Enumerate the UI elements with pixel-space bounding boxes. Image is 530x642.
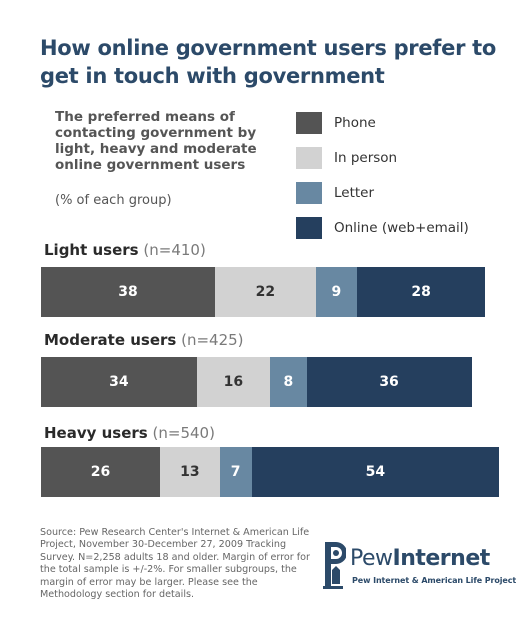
logo-tagline: Pew Internet & American Life Project — [352, 576, 517, 585]
legend-label: In person — [334, 150, 398, 166]
bar-segment — [315, 267, 358, 317]
group-name: Heavy users — [44, 424, 148, 442]
legend-label: Letter — [334, 185, 375, 201]
bar-value-label: 22 — [255, 284, 276, 300]
bar-value-label: 54 — [365, 464, 386, 480]
bar-segment — [215, 267, 316, 317]
pew-logo-icon — [323, 542, 346, 589]
logo-word-pew: Pew — [350, 546, 393, 571]
bar-segment — [270, 357, 307, 407]
bar-value-label: 9 — [331, 284, 342, 300]
legend-swatch — [296, 112, 322, 134]
source-note: Source: Pew Research Center's Internet &… — [40, 527, 310, 601]
bar-value-label: 36 — [379, 374, 399, 390]
bar-segment — [41, 267, 216, 317]
group-sample-size: (n=410) — [143, 241, 206, 259]
legend-item: In person — [296, 147, 496, 169]
legend-item: Letter — [296, 182, 496, 204]
bar-value-label: 38 — [118, 284, 138, 300]
bar-value-label: 8 — [283, 374, 294, 390]
group-label: Light users (n=410) — [44, 241, 206, 259]
group-name: Light users — [44, 241, 139, 259]
bar-segment — [41, 357, 197, 407]
group-sample-size: (n=540) — [152, 424, 215, 442]
group-label: Heavy users (n=540) — [44, 424, 215, 442]
unit-note: (% of each group) — [55, 193, 172, 208]
bar-value-label: 28 — [411, 284, 431, 300]
logo-word-internet: Internet — [392, 546, 491, 571]
group-name: Moderate users — [44, 331, 177, 349]
legend-swatch — [296, 217, 322, 239]
legend-label: Online (web+email) — [334, 220, 469, 236]
group-sample-size: (n=425) — [181, 331, 244, 349]
bar-segment — [41, 447, 161, 497]
bar-value-label: 7 — [230, 464, 241, 480]
legend-item: Phone — [296, 112, 496, 134]
bar-value-label: 34 — [109, 374, 129, 390]
logo-wordmark: PewInternet — [350, 546, 490, 571]
legend-label: Phone — [334, 115, 376, 131]
bar-segment — [160, 447, 220, 497]
bar-segment — [306, 357, 472, 407]
bar-segment — [251, 447, 499, 497]
bar-value-label: 16 — [223, 374, 244, 390]
bar-segment — [196, 357, 270, 407]
bar-segment — [219, 447, 252, 497]
bar-segment — [357, 267, 486, 317]
legend-swatch — [296, 182, 322, 204]
legend-item: Online (web+email) — [296, 217, 496, 239]
chart-subtitle: The preferred means of contacting govern… — [55, 109, 257, 173]
bar-value-label: 26 — [90, 464, 111, 480]
bar-value-label: 13 — [180, 464, 200, 480]
legend-swatch — [296, 147, 322, 169]
chart-title: How online government users prefer to ge… — [40, 36, 497, 88]
pew-internet-logo: PewInternet Pew Internet & American Life… — [322, 540, 516, 595]
group-label: Moderate users (n=425) — [44, 331, 244, 349]
